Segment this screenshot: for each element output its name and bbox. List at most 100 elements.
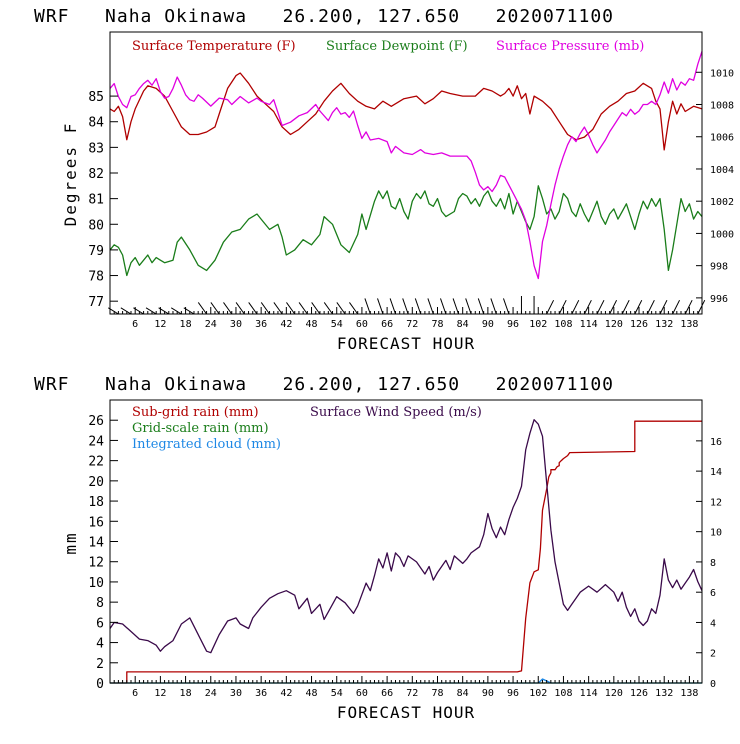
top-x-tick-label: 138 [680, 319, 698, 330]
bot-y-tick-label: 24 [88, 434, 104, 449]
bot-y-tick-label: 4 [96, 637, 104, 652]
temperature-x-ticks: 6 12 18 24 30 36 42 48 54 60 66 72 78 84 90 96 102 108 114… [113, 307, 698, 330]
bot-x-tick-label: 102 [529, 688, 547, 699]
bot-x-tick-label: 132 [655, 688, 673, 699]
wind-barb [273, 302, 283, 315]
top-y2-tick-label: 996 [710, 294, 728, 305]
integrated-cloud-line [110, 678, 702, 684]
precipitation-chart-title: WRF Naha Okinawa 26.200, 127.650 2020071… [34, 374, 614, 395]
wind-barb [697, 299, 706, 315]
bot-x-tick-label: 30 [230, 688, 242, 699]
bot-y2-tick-label: 14 [710, 467, 722, 478]
wind-barb [440, 298, 447, 315]
temperature-plot-frame [109, 31, 703, 315]
wind-barb [490, 298, 497, 315]
top-x-tick-label: 36 [255, 319, 267, 330]
precipitation-x-axis-label: FORECAST HOUR [337, 703, 475, 722]
top-x-tick-label: 24 [205, 319, 217, 330]
bot-y2-tick-label: 8 [710, 558, 716, 569]
bot-x-tick-label: 126 [630, 688, 648, 699]
wind-barb [571, 299, 580, 315]
top-y-tick-label: 79 [88, 244, 104, 259]
wind-barb [223, 302, 233, 315]
bot-x-tick-label: 66 [381, 688, 393, 699]
wind-barb [672, 299, 680, 315]
bot-x-tick-label: 108 [554, 688, 572, 699]
wind-barb [583, 299, 592, 315]
top-y2-tick-label: 1002 [710, 197, 734, 208]
wind-barb [621, 299, 630, 315]
wind-speed-y-ticks: 0 2 4 6 8 10 12 14 16 [696, 437, 722, 690]
wind-barb [377, 298, 384, 315]
bot-x-tick-label: 24 [205, 688, 217, 699]
wind-barb [197, 302, 207, 315]
bot-x-tick-label: 12 [154, 688, 166, 699]
top-x-tick-label: 78 [431, 319, 443, 330]
temperature-series-group [109, 51, 703, 280]
wind-barb [120, 307, 132, 315]
bot-y-tick-label: 8 [96, 596, 104, 611]
bot-x-tick-label: 60 [356, 688, 368, 699]
wind-barb [558, 299, 567, 315]
top-y-tick-label: 77 [88, 295, 104, 310]
bot-x-tick-label: 90 [482, 688, 494, 699]
bot-x-tick-label: 114 [580, 688, 598, 699]
legend-surface-wind-speed: Surface Wind Speed (m/s) [310, 405, 482, 420]
wind-barb [349, 302, 359, 315]
wind-barb [364, 298, 371, 315]
bot-y-tick-label: 22 [88, 455, 104, 470]
bot-y-tick-label: 18 [88, 495, 104, 510]
wind-barb [634, 299, 643, 315]
top-x-tick-label: 30 [230, 319, 242, 330]
top-x-tick-label: 90 [482, 319, 494, 330]
pressure-y-ticks: 996 998 1000 1002 1004 1006 1008 1010 [696, 68, 734, 305]
wind-barb [427, 298, 434, 315]
legend-grid-scale-rain: Grid-scale rain (mm) [132, 421, 269, 436]
top-x-tick-label: 42 [280, 319, 292, 330]
bot-x-tick-label: 54 [331, 688, 343, 699]
wind-barb [502, 298, 510, 315]
wind-barb [260, 302, 270, 315]
bot-x-tick-label: 84 [457, 688, 469, 699]
top-y-tick-label: 83 [88, 141, 104, 156]
top-y-tick-label: 81 [88, 193, 104, 208]
legend-integrated-cloud: Integrated cloud (mm) [132, 437, 281, 452]
wind-barb [659, 299, 668, 315]
temperature-x-axis-label: FORECAST HOUR [337, 334, 475, 353]
wind-barb [465, 298, 472, 315]
wind-barb [596, 299, 605, 315]
top-y2-tick-label: 998 [710, 262, 728, 273]
surface-dewpoint-line [109, 185, 703, 277]
bot-x-tick-label: 6 [132, 688, 138, 699]
legend-surface-dewpoint: Surface Dewpoint (F) [326, 39, 468, 54]
surface-temperature-line [109, 72, 703, 151]
wind-barb [248, 302, 258, 315]
wind-barb [389, 298, 396, 315]
top-x-tick-label: 66 [381, 319, 393, 330]
bot-x-tick-label: 18 [180, 688, 192, 699]
wind-barb [414, 298, 422, 315]
top-x-tick-label: 132 [655, 319, 673, 330]
top-x-tick-label: 84 [457, 319, 469, 330]
wind-barb [477, 298, 485, 315]
sub-grid-rain-line [110, 420, 702, 684]
wind-barb [609, 299, 618, 315]
top-y-tick-label: 78 [88, 270, 104, 285]
legend-surface-temperature: Surface Temperature (F) [132, 39, 296, 54]
top-y2-tick-label: 1006 [710, 133, 734, 144]
bot-y-tick-label: 6 [96, 616, 104, 631]
top-y2-tick-label: 1008 [710, 101, 734, 112]
wind-barb [546, 299, 555, 315]
top-x-tick-label: 108 [554, 319, 572, 330]
top-x-tick-label: 96 [507, 319, 519, 330]
bot-y2-tick-label: 0 [710, 679, 716, 690]
wind-barb [235, 302, 245, 315]
top-x-tick-label: 6 [132, 319, 138, 330]
bot-y-tick-label: 0 [96, 677, 104, 692]
bot-y-tick-label: 16 [88, 515, 104, 530]
bot-y2-tick-label: 2 [710, 649, 716, 660]
bot-y2-tick-label: 10 [710, 528, 722, 539]
wind-barb [210, 302, 220, 315]
